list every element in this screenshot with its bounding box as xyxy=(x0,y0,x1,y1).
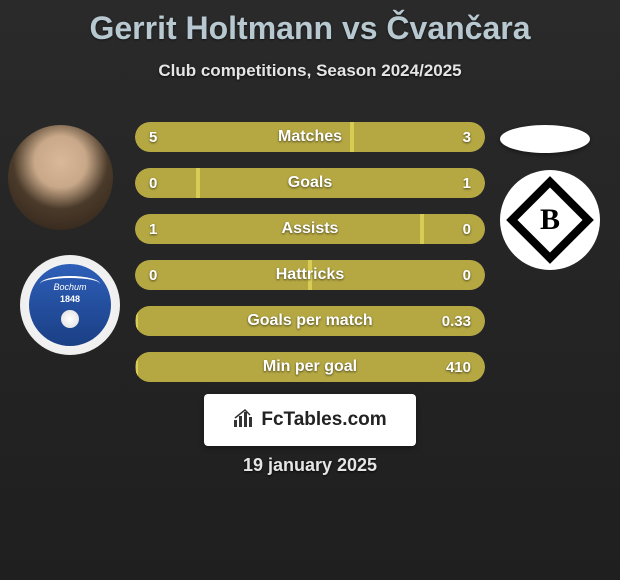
stat-label: Goals per match xyxy=(135,306,485,336)
chart-icon xyxy=(233,408,255,433)
ball-icon xyxy=(61,310,79,328)
stat-label: Matches xyxy=(135,122,485,152)
brand-name: FcTables.com xyxy=(261,409,386,431)
footer-date: 19 january 2025 xyxy=(0,455,620,476)
stat-label: Min per goal xyxy=(135,352,485,382)
page-subtitle: Club competitions, Season 2024/2025 xyxy=(0,61,620,81)
stat-row: Goals0 1 xyxy=(135,168,485,198)
stat-row: Goals per match0.33 xyxy=(135,306,485,336)
stat-row: Hattricks0 0 xyxy=(135,260,485,290)
stat-row: Matches5 3 xyxy=(135,122,485,152)
stat-value-left: 5 xyxy=(149,122,157,152)
stat-label: Hattricks xyxy=(135,260,485,290)
player-right-photo xyxy=(500,125,590,153)
stat-value-left: 1 xyxy=(149,214,157,244)
diamond-icon: B xyxy=(506,176,594,264)
stat-row: Min per goal410 xyxy=(135,352,485,382)
club-left-year: 1848 xyxy=(60,294,80,304)
brand-logo[interactable]: FcTables.com xyxy=(204,394,416,446)
stat-row: Assists1 0 xyxy=(135,214,485,244)
club-left-name: Bochum xyxy=(53,282,86,292)
stat-label: Goals xyxy=(135,168,485,198)
player-left-photo xyxy=(8,125,113,230)
stat-value-right: 410 xyxy=(446,352,471,382)
stats-container: Matches53Goals01Assists10Hattricks00Goal… xyxy=(135,122,485,398)
club-right-badge: B xyxy=(500,170,600,270)
club-left-badge: Bochum 1848 xyxy=(20,255,120,355)
stat-value-right: 0 xyxy=(463,260,471,290)
stat-value-left: 0 xyxy=(149,260,157,290)
stat-value-right: 1 xyxy=(463,168,471,198)
stat-value-left: 0 xyxy=(149,168,157,198)
stat-value-right: 0.33 xyxy=(442,306,471,336)
stat-value-right: 3 xyxy=(463,122,471,152)
stat-value-right: 0 xyxy=(463,214,471,244)
club-left-inner: Bochum 1848 xyxy=(29,264,111,346)
page-title: Gerrit Holtmann vs Čvančara xyxy=(0,0,620,47)
stat-label: Assists xyxy=(135,214,485,244)
club-right-letter: B xyxy=(540,203,560,237)
